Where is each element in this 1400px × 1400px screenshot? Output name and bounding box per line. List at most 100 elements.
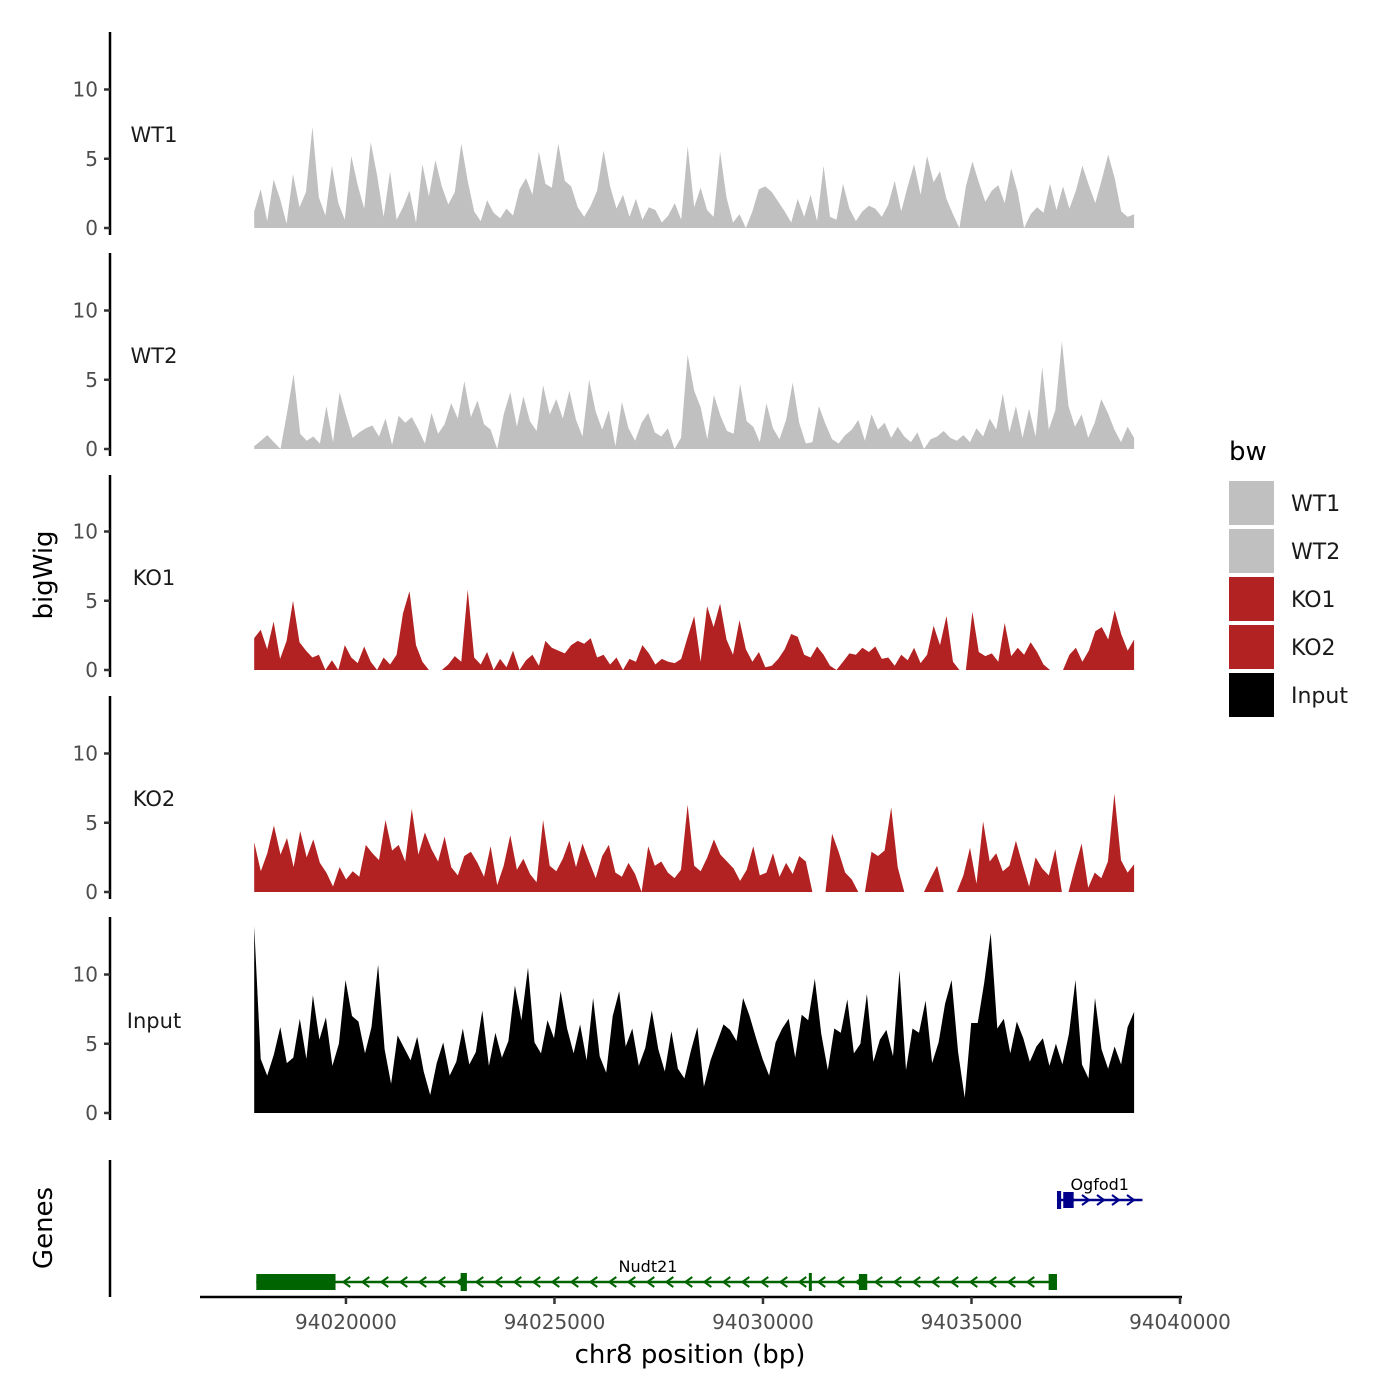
strand-arrow <box>1096 1194 1106 1206</box>
y-tick-label: 10 <box>73 299 98 323</box>
x-axis-title: chr8 position (bp) <box>575 1340 806 1370</box>
y-tick-label: 5 <box>85 589 98 613</box>
signal-area-wt1 <box>254 126 1135 228</box>
signal-area-wt2 <box>254 341 1135 449</box>
legend-swatch <box>1229 481 1274 525</box>
strand-arrow <box>1126 1194 1136 1206</box>
x-tick-label: 94020000 <box>295 1310 397 1334</box>
exon-block <box>1048 1274 1057 1290</box>
y-tick-label: 10 <box>73 742 98 766</box>
strand-arrow <box>702 1276 712 1288</box>
legend-item-input: Input <box>1229 673 1348 717</box>
strand-arrow <box>588 1276 598 1288</box>
signal-area-ko2 <box>254 793 1135 892</box>
y-tick-label: 0 <box>85 216 98 240</box>
strand-arrow <box>1006 1276 1016 1288</box>
strand-arrow <box>664 1276 674 1288</box>
track-label: WT2 <box>131 344 178 368</box>
legend-swatch <box>1229 673 1274 717</box>
y-tick-label: 5 <box>85 811 98 835</box>
gene-annotation-panel: Nudt21 Ogfod1 <box>108 1160 1143 1297</box>
y-tick-label: 10 <box>73 78 98 102</box>
legend-label: WT1 <box>1291 492 1340 517</box>
y-tick-label: 5 <box>85 1032 98 1056</box>
track-ko2: 0 5 10 KO2 <box>73 696 1135 904</box>
legend: bw WT1 WT2 KO1 KO2 Input <box>1229 437 1348 717</box>
strand-arrow <box>569 1276 579 1288</box>
gene-ogfod1: Ogfod1 <box>1056 1175 1143 1209</box>
strand-arrow <box>398 1276 408 1288</box>
strand-arrow <box>930 1276 940 1288</box>
signal-area-input <box>254 926 1135 1113</box>
track-label: KO2 <box>133 787 176 811</box>
strand-arrow <box>1081 1194 1091 1206</box>
strand-arrow <box>1025 1276 1035 1288</box>
track-wt1: 0 5 10 WT1 <box>73 32 1135 240</box>
strand-arrow <box>740 1276 750 1288</box>
genes-panel-title: Genes <box>29 1187 59 1269</box>
strand-arrow <box>835 1276 845 1288</box>
x-tick-label: 94025000 <box>504 1310 606 1334</box>
y-tick-label: 0 <box>85 880 98 904</box>
exon-block <box>858 1274 868 1290</box>
track-label: Input <box>127 1009 181 1033</box>
track-label: WT1 <box>131 123 178 147</box>
strand-arrow <box>417 1276 427 1288</box>
y-tick-label: 10 <box>73 520 98 544</box>
strand-arrow <box>360 1276 370 1288</box>
strand-arrow <box>816 1276 826 1288</box>
exon-block <box>256 1274 336 1290</box>
legend-item-ko2: KO2 <box>1229 625 1336 669</box>
legend-label: KO1 <box>1291 588 1336 613</box>
strand-arrow <box>892 1276 902 1288</box>
strand-arrow <box>911 1276 921 1288</box>
strand-arrow <box>550 1276 560 1288</box>
y-axis-title: bigWig <box>29 530 59 619</box>
x-tick-label: 94040000 <box>1129 1310 1231 1334</box>
gene-name-label: Nudt21 <box>619 1257 678 1276</box>
signal-area-ko1 <box>254 589 1135 670</box>
exon-block <box>460 1273 467 1291</box>
strand-arrow <box>474 1276 484 1288</box>
track-wt2: 0 5 10 WT2 <box>73 253 1135 461</box>
gene-nudt21: Nudt21 <box>256 1257 1057 1291</box>
x-tick-label: 94030000 <box>712 1310 814 1334</box>
y-tick-label: 0 <box>85 658 98 682</box>
track-ko1: 0 5 10 KO1 <box>73 475 1135 682</box>
strand-arrow <box>512 1276 522 1288</box>
strand-arrow <box>1111 1194 1121 1206</box>
y-tick-label: 0 <box>85 437 98 461</box>
strand-arrow <box>607 1276 617 1288</box>
legend-item-wt1: WT1 <box>1229 481 1340 525</box>
exon-block <box>1063 1192 1074 1208</box>
strand-arrow <box>778 1276 788 1288</box>
legend-label: WT2 <box>1291 540 1340 565</box>
legend-item-ko1: KO1 <box>1229 577 1336 621</box>
strand-arrow <box>493 1276 503 1288</box>
strand-arrow <box>683 1276 693 1288</box>
legend-swatch <box>1229 529 1274 573</box>
strand-arrow <box>987 1276 997 1288</box>
track-label: KO1 <box>133 566 176 590</box>
exon-block <box>1056 1191 1062 1209</box>
strand-arrow <box>759 1276 769 1288</box>
y-tick-label: 10 <box>73 963 98 987</box>
y-tick-label: 5 <box>85 368 98 392</box>
legend-label: KO2 <box>1291 636 1336 661</box>
strand-arrow <box>531 1276 541 1288</box>
strand-arrow <box>379 1276 389 1288</box>
strand-arrow <box>626 1276 636 1288</box>
strand-arrow <box>341 1276 351 1288</box>
strand-arrow <box>436 1276 446 1288</box>
strand-arrow <box>797 1276 807 1288</box>
gene-name-label: Ogfod1 <box>1070 1175 1129 1194</box>
legend-swatch <box>1229 577 1274 621</box>
strand-arrow <box>721 1276 731 1288</box>
strand-arrow <box>645 1276 655 1288</box>
y-tick-label: 5 <box>85 147 98 171</box>
bigwig-tracks: 0 5 10 WT1 0 5 10 WT2 0 5 10 KO1 0 5 10 KO2 0 5 10 Input <box>73 32 1135 1125</box>
strand-arrow <box>873 1276 883 1288</box>
legend-title: bw <box>1229 437 1267 467</box>
strand-arrow <box>968 1276 978 1288</box>
